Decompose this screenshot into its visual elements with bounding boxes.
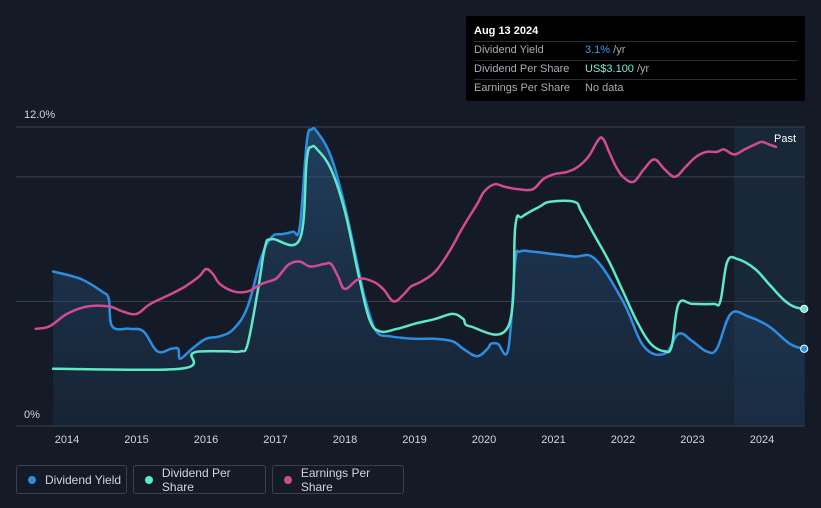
tooltip-label: Dividend Per Share [474, 63, 570, 75]
past-label: Past [774, 133, 796, 145]
dividend-per-share-line [51, 144, 805, 372]
tooltip-unit: /yr [633, 63, 650, 75]
tooltip-row-earnings-per-share: Earnings Per Share No data [474, 79, 797, 98]
y-axis-bottom-label: 0% [24, 409, 40, 421]
x-tick-label: 2019 [402, 434, 426, 446]
dividend-yield-end-marker [800, 344, 809, 353]
tooltip-date: Aug 13 2024 [474, 25, 539, 37]
tooltip-value: US$3.100 [585, 63, 634, 75]
tooltip-value: No data [585, 82, 624, 94]
y-axis-top-label: 12.0% [24, 109, 55, 121]
x-tick-label: 2015 [124, 434, 148, 446]
tooltip-label: Earnings Per Share [474, 82, 570, 94]
x-tick-label: 2016 [194, 434, 218, 446]
legend-dot-icon [145, 475, 153, 484]
dividend-per-share-end-marker [800, 304, 809, 313]
legend-earnings-per-share[interactable]: Earnings Per Share [272, 465, 404, 494]
earnings-per-share-line [34, 136, 778, 331]
legend-dividend-per-share[interactable]: Dividend Per Share [133, 465, 266, 494]
x-tick-label: 2017 [263, 434, 287, 446]
tooltip-unit: /yr [610, 44, 626, 56]
legend-dot-icon [28, 475, 36, 484]
x-tick-label: 2022 [611, 434, 635, 446]
x-tick-label: 2021 [541, 434, 565, 446]
x-tick-label: 2024 [750, 434, 774, 446]
dividend-yield-line [51, 126, 805, 360]
legend-dot-icon [284, 475, 292, 484]
tooltip-row-dividend-yield: Dividend Yield 3.1% /yr [474, 41, 797, 60]
x-tick-label: 2020 [472, 434, 496, 446]
x-tick-label: 2014 [55, 434, 79, 446]
x-tick-label: 2023 [680, 434, 704, 446]
legend-dividend-yield[interactable]: Dividend Yield [16, 465, 127, 494]
legend-label: Earnings Per Share [300, 465, 371, 494]
legend-label: Dividend Per Share [161, 465, 231, 494]
legend-label: Dividend Yield [45, 472, 122, 487]
tooltip-value: 3.1% [585, 44, 611, 56]
tooltip-row-dividend-per-share: Dividend Per Share US$3.100 /yr [474, 60, 797, 79]
tooltip-label: Dividend Yield [474, 44, 544, 56]
x-tick-label: 2018 [333, 434, 357, 446]
tooltip: Aug 13 2024 Dividend Yield 3.1% /yr Divi… [466, 16, 805, 101]
